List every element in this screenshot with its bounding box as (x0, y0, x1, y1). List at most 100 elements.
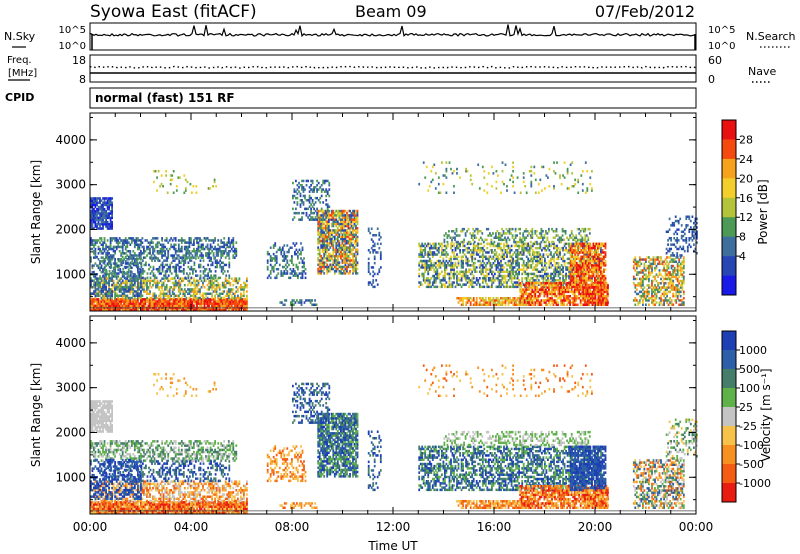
power-cell (505, 238, 508, 242)
power-cell (301, 270, 304, 273)
power-cell (117, 308, 120, 312)
power-cell (335, 254, 338, 258)
power-cell (106, 212, 109, 215)
power-cell (469, 255, 472, 258)
power-cell (539, 274, 542, 278)
power-cell (182, 300, 185, 303)
power-cell (600, 251, 602, 254)
power-cell (355, 233, 357, 236)
power-cell (421, 259, 424, 263)
power-cell (94, 288, 97, 291)
power-cell (308, 214, 311, 217)
power-cell (298, 272, 301, 275)
power-cell (330, 229, 333, 232)
power-cell (137, 296, 139, 300)
power-cell (158, 288, 160, 291)
power-cell (123, 258, 126, 261)
power-cell (469, 279, 472, 282)
power-cell (466, 261, 469, 265)
power-cell (94, 199, 97, 202)
power-cell (146, 300, 148, 303)
power-cell (353, 267, 356, 271)
power-cell (173, 270, 176, 273)
power-cell (332, 224, 335, 228)
power-cell (199, 296, 201, 300)
power-cell (158, 259, 161, 262)
power-cell (544, 272, 546, 276)
power-cell (352, 227, 354, 230)
power-cell (135, 277, 138, 280)
power-cell (531, 251, 534, 254)
power-cell (491, 270, 493, 273)
power-cell (453, 272, 455, 276)
power-cell (173, 283, 176, 287)
power-cell (181, 257, 184, 260)
power-cell (90, 203, 92, 207)
power-cell (338, 242, 341, 245)
power-cell (93, 256, 95, 259)
power-cell (321, 242, 324, 245)
power-cell (346, 267, 348, 271)
power-cell (346, 222, 348, 226)
power-cell (502, 232, 505, 235)
power-cell (541, 259, 543, 263)
power-cell (211, 276, 214, 280)
power-cell (133, 258, 136, 261)
power-cell (211, 296, 213, 300)
power-cell (453, 244, 455, 248)
power-cell (502, 230, 505, 233)
power-cell (472, 253, 475, 256)
power-cell (492, 255, 495, 258)
power-cell (457, 244, 460, 248)
power-cell (173, 265, 176, 269)
power-cell (114, 252, 116, 255)
power-cell (108, 225, 110, 228)
power-cell (109, 298, 112, 301)
power-cell (135, 279, 138, 282)
power-cell (525, 261, 528, 265)
power-cell (290, 303, 292, 306)
power-cell (516, 281, 519, 284)
power-cell (454, 236, 456, 239)
power-cell (112, 247, 115, 251)
power-cell (314, 303, 316, 306)
power-cell (114, 294, 116, 298)
power-cell (283, 255, 286, 258)
power-cell (557, 270, 560, 273)
power-cell (241, 288, 244, 291)
power-cell (96, 225, 98, 228)
power-cell (196, 286, 198, 289)
power-cell (536, 277, 539, 280)
power-cell (319, 186, 322, 189)
power-cell (551, 279, 554, 282)
power-cell (372, 249, 375, 252)
power-cell (497, 277, 499, 280)
beam-title: Beam 09 (355, 2, 427, 21)
power-cell (453, 257, 455, 261)
power-cell (93, 270, 95, 274)
power-cell (226, 281, 229, 285)
power-cell (190, 265, 193, 269)
power-cell (531, 268, 534, 271)
power-cell (459, 272, 461, 276)
power-cell (129, 257, 132, 260)
power-cell (347, 231, 350, 234)
power-cell (518, 272, 520, 276)
power-cell (512, 266, 514, 269)
power-cell (140, 285, 142, 289)
power-cell (326, 263, 329, 266)
power-cell (281, 272, 284, 275)
power-cell (149, 276, 152, 280)
power-cell (102, 208, 104, 211)
power-cell (550, 253, 552, 256)
power-cell (105, 294, 107, 297)
power-cell (108, 290, 110, 293)
power-cell (568, 277, 570, 280)
power-cell (202, 256, 204, 259)
power-cell (146, 283, 148, 287)
power-cell (355, 216, 357, 219)
power-cell (109, 255, 112, 259)
power-cell (373, 285, 376, 289)
power-cell (129, 281, 132, 285)
power-cell (212, 254, 215, 257)
